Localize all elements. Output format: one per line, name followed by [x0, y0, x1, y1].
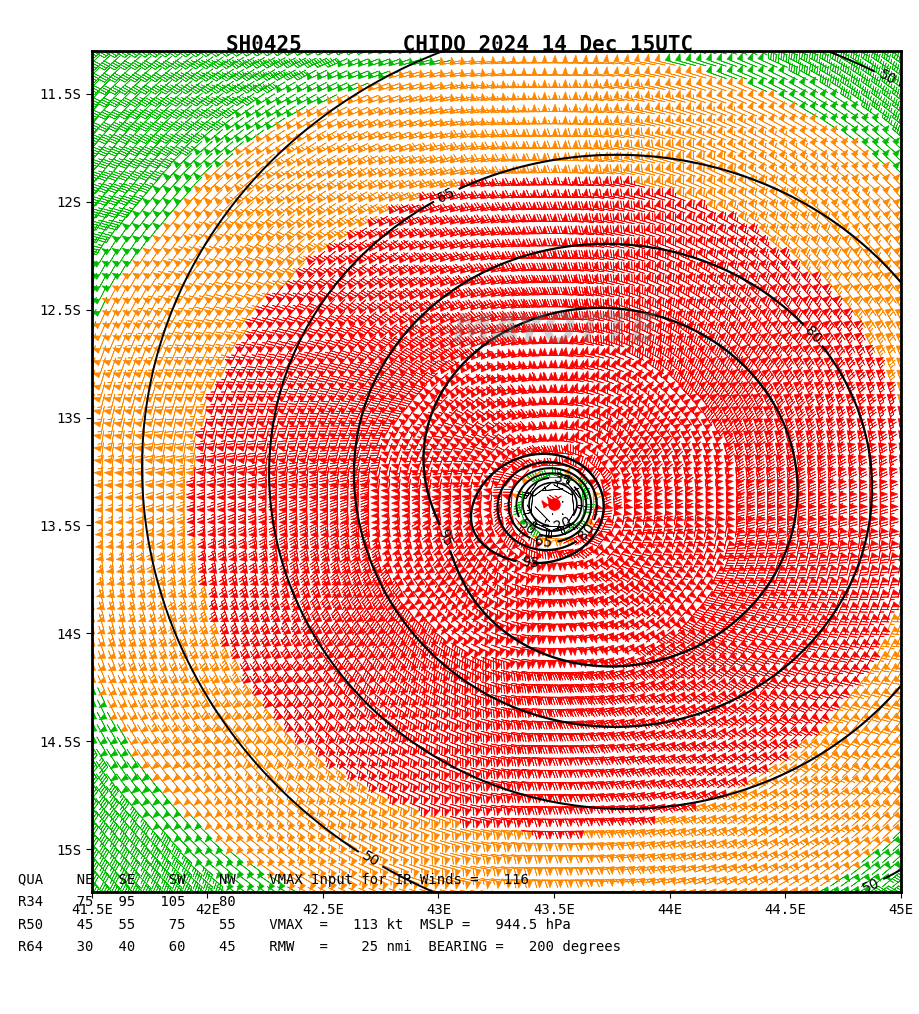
Text: SH0425        CHIDO 2024 14 Dec 15UTC: SH0425 CHIDO 2024 14 Dec 15UTC — [226, 35, 693, 56]
Text: MAYOTTE: MAYOTTE — [452, 312, 656, 350]
Text: R34    75   95   105    80: R34 75 95 105 80 — [18, 895, 236, 910]
Text: R64    30   40    60    45    RMW   =    25 nmi  BEARING =   200 degrees: R64 30 40 60 45 RMW = 25 nmi BEARING = 2… — [18, 940, 621, 954]
Text: 65: 65 — [534, 533, 553, 550]
Text: 50: 50 — [876, 68, 898, 88]
Text: 20: 20 — [551, 514, 573, 533]
Text: 80: 80 — [802, 323, 824, 346]
Text: 95: 95 — [436, 527, 455, 549]
Text: 50: 50 — [516, 517, 539, 538]
Text: 80: 80 — [576, 520, 598, 544]
Text: QUA    NE   SE    SW    NW    VMAX Input for IR Winds =   116: QUA NE SE SW NW VMAX Input for IR Winds … — [18, 873, 529, 887]
Text: R50    45   55    75    55    VMAX  =   113 kt  MSLP =   944.5 hPa: R50 45 55 75 55 VMAX = 113 kt MSLP = 944… — [18, 918, 571, 932]
Text: 50: 50 — [860, 875, 881, 895]
Text: 65: 65 — [436, 185, 458, 205]
Text: 50: 50 — [359, 849, 381, 870]
Text: 35: 35 — [552, 470, 573, 489]
Text: 95: 95 — [521, 556, 539, 571]
